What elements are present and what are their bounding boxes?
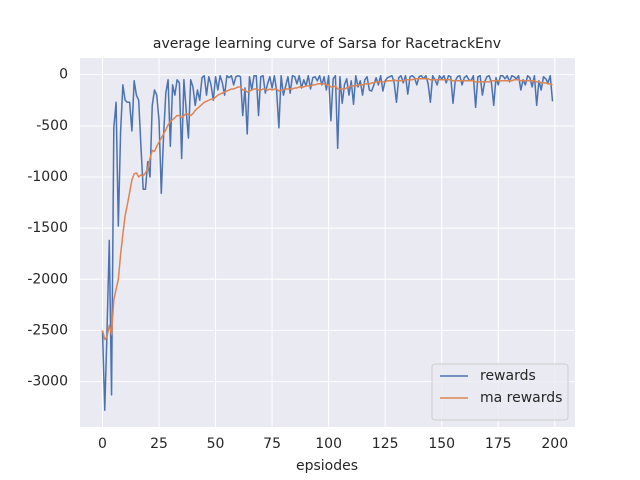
x-tick-label: 50 [207,436,225,452]
x-tick-label: 175 [485,436,512,452]
legend-box [431,363,569,421]
x-axis-label: epsiodes [296,458,358,474]
x-tick-label: 75 [263,436,281,452]
y-tick-label: -500 [36,118,68,134]
data-line [101,78,553,341]
y-tick-label: -1000 [27,169,68,185]
x-tick-label: 150 [428,436,455,452]
x-tick-label: 125 [372,436,399,452]
y-tick-label: -2000 [27,271,68,287]
y-tick-label: -2500 [27,322,68,338]
x-tick-label: 200 [541,436,568,452]
y-tick-label: -3000 [27,374,68,390]
y-tick-label: 0 [59,67,68,83]
y-tick-label: -1500 [27,220,68,236]
chart-title: average learning curve of Sarsa for Race… [153,36,501,52]
x-tick-label: 100 [315,436,342,452]
legend-label: rewards [480,368,536,384]
x-tick-label: 0 [98,436,107,452]
x-tick-label: 25 [150,436,168,452]
legend-label: ma rewards [480,390,562,406]
